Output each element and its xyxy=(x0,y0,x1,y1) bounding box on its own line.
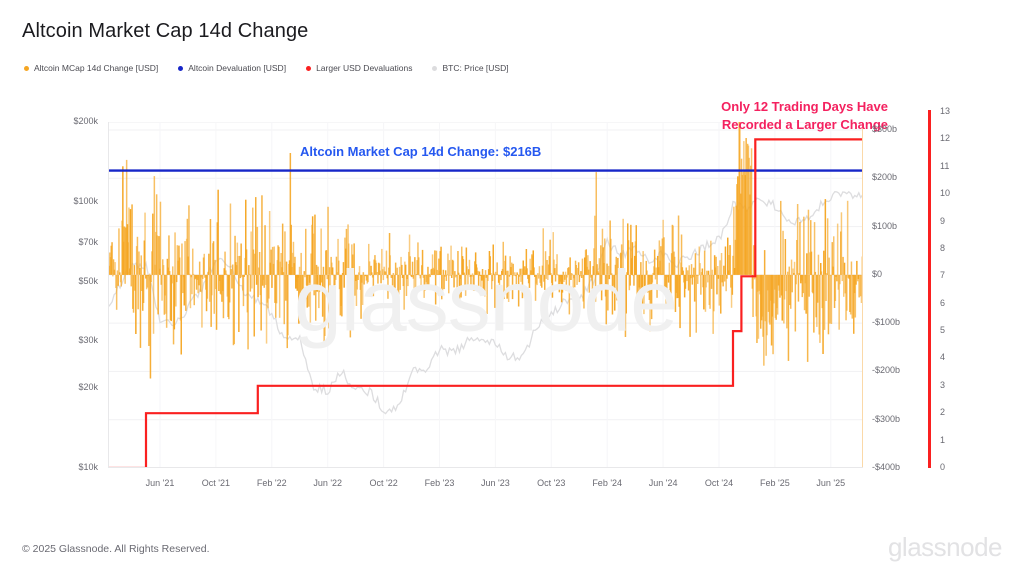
axis-line-right-red xyxy=(928,110,931,468)
legend-dot-gray-icon xyxy=(432,65,438,71)
legend-label: Larger USD Devaluations xyxy=(316,63,413,73)
y-tick-right-red: 7 xyxy=(940,270,946,281)
axis-line-right-orange xyxy=(862,122,863,468)
axis-line-bottom xyxy=(108,467,863,468)
y-tick-left: $10k xyxy=(78,462,98,472)
x-tick: Feb '23 xyxy=(424,478,455,488)
x-tick: Oct '22 xyxy=(369,478,398,488)
y-tick-right-orange: $200b xyxy=(872,172,898,183)
legend-label: Altcoin Devaluation [USD] xyxy=(188,63,287,73)
altcoin-change-bars xyxy=(108,122,863,379)
legend-item-larger-devaluations[interactable]: Larger USD Devaluations xyxy=(306,63,412,73)
legend-dot-red-icon xyxy=(306,65,312,71)
legend-label: Altcoin MCap 14d Change [USD] xyxy=(34,63,159,73)
y-tick-right-red: 12 xyxy=(940,133,951,144)
x-tick: Oct '21 xyxy=(201,478,231,488)
blue-line-annotation: Altcoin Market Cap 14d Change: $216B xyxy=(300,144,542,159)
y-tick-left: $20k xyxy=(78,381,98,392)
y-tick-left: $30k xyxy=(78,335,98,346)
y-tick-right-red: 13 xyxy=(940,106,951,116)
callout-line-2: Recorded a Larger Change xyxy=(721,116,888,132)
plot-inner: glassnode xyxy=(108,122,863,468)
chart-legend: Altcoin MCap 14d Change [USD] Altcoin De… xyxy=(24,63,529,73)
y-tick-right-red: 11 xyxy=(940,160,950,171)
footer-logo: glassnode xyxy=(887,532,1003,562)
legend-item-altcoin-devaluation[interactable]: Altcoin Devaluation [USD] xyxy=(178,63,286,73)
y-tick-right-red: 1 xyxy=(940,434,946,445)
y-tick-right-red: 2 xyxy=(940,407,946,418)
y-tick-right-red: 5 xyxy=(940,325,946,336)
x-tick: Jun '22 xyxy=(313,478,343,488)
x-tick: Oct '24 xyxy=(704,478,734,488)
x-tick: Feb '22 xyxy=(256,478,287,488)
y-tick-left: $70k xyxy=(78,237,98,248)
y-tick-right-red: 9 xyxy=(940,215,946,226)
y-tick-right-red: 3 xyxy=(940,379,946,390)
x-tick: Jun '25 xyxy=(816,478,846,488)
y-tick-right-orange: -$400b xyxy=(872,462,901,472)
y-tick-right-red: 6 xyxy=(940,297,946,308)
y-tick-right-red: 4 xyxy=(940,352,946,363)
callout-line-1: Only 12 Trading Days Have xyxy=(721,99,888,114)
x-tick: Feb '25 xyxy=(760,478,790,488)
legend-item-altcoin-mcap[interactable]: Altcoin MCap 14d Change [USD] xyxy=(24,63,158,73)
x-tick: Jun '24 xyxy=(648,478,678,488)
legend-item-btc-price[interactable]: BTC: Price [USD] xyxy=(432,63,509,73)
y-tick-right-orange: -$100b xyxy=(872,317,901,328)
x-tick: Oct '23 xyxy=(537,478,566,488)
plot-area[interactable]: glassnode xyxy=(108,122,863,468)
footer-copyright: © 2025 Glassnode. All Rights Reserved. xyxy=(22,543,210,555)
y-tick-right-orange: -$200b xyxy=(872,365,901,376)
page-title: Altcoin Market Cap 14d Change xyxy=(22,20,309,42)
y-tick-left: $100k xyxy=(73,196,98,207)
larger-devaluations-step-line xyxy=(108,138,863,468)
y-tick-left: $200k xyxy=(73,116,98,126)
x-tick: Jun '21 xyxy=(145,478,175,488)
y-tick-right-orange: $0 xyxy=(872,268,883,279)
x-tick: Feb '24 xyxy=(592,478,623,488)
y-tick-right-red: 10 xyxy=(940,188,951,199)
legend-dot-orange-icon xyxy=(24,65,29,71)
legend-dot-blue-icon xyxy=(178,65,184,71)
y-tick-right-red: 0 xyxy=(940,462,946,472)
callout-annotation: Only 12 Trading Days Have Recorded a Lar… xyxy=(721,98,888,133)
axis-line-left xyxy=(108,122,109,468)
chart-canvas xyxy=(108,122,863,468)
legend-label: BTC: Price [USD] xyxy=(442,63,509,73)
y-tick-right-orange: -$300b xyxy=(872,413,901,424)
y-tick-right-orange: $300b xyxy=(872,124,898,134)
x-tick: Jun '23 xyxy=(481,478,510,488)
y-tick-right-orange: $100b xyxy=(872,220,898,231)
y-tick-left: $50k xyxy=(78,276,98,287)
y-tick-right-red: 8 xyxy=(940,242,946,253)
